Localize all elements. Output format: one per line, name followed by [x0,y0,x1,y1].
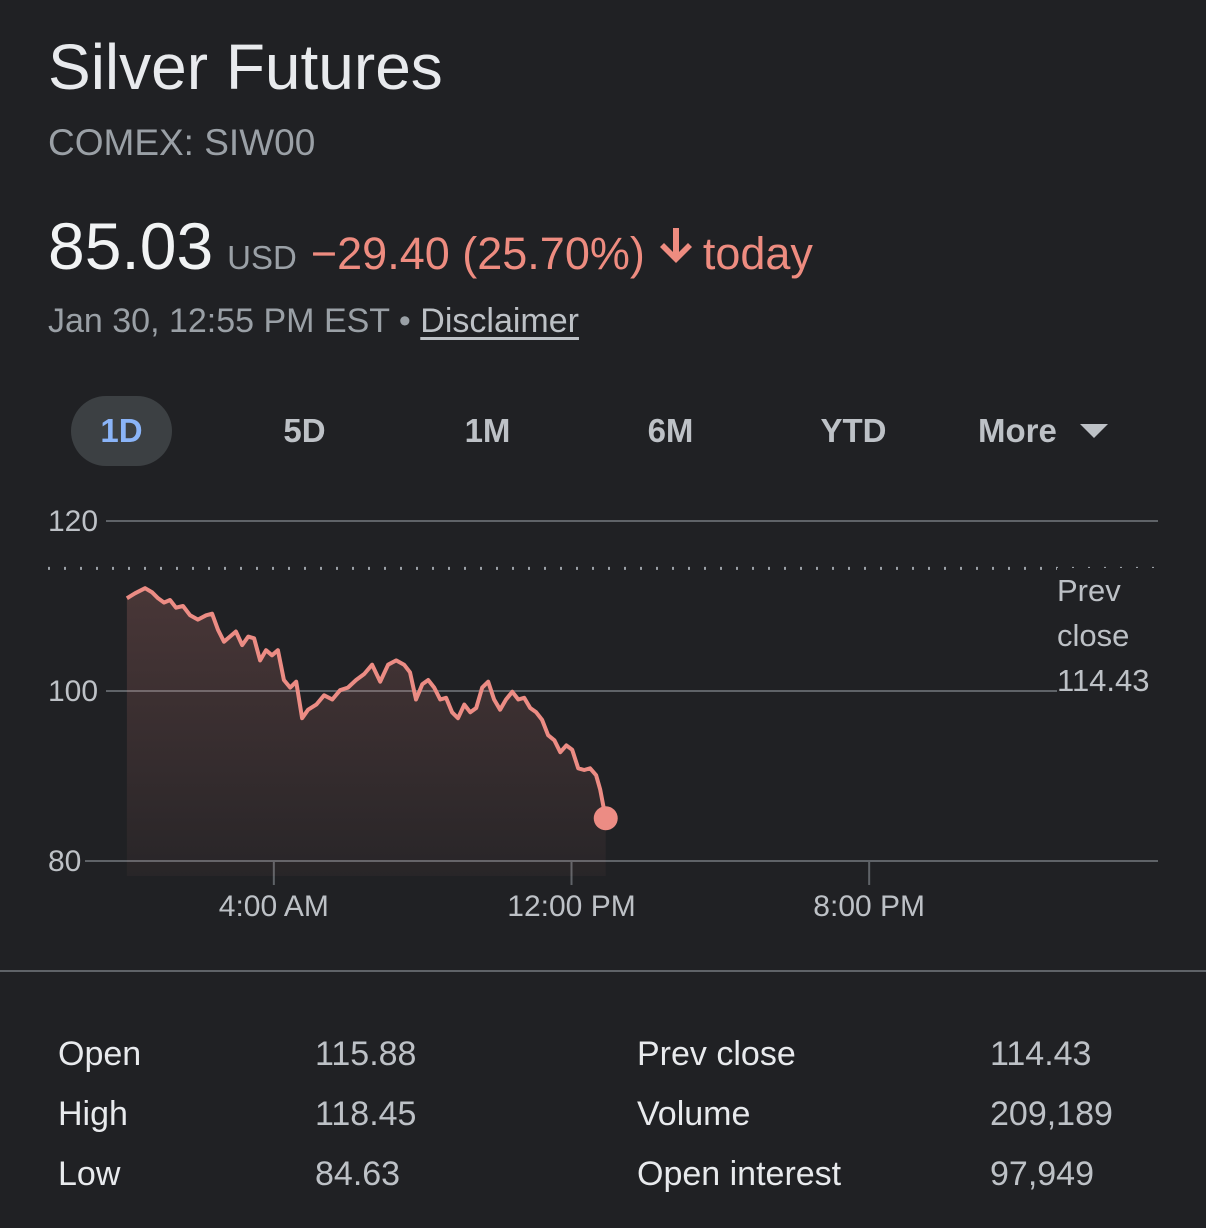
prev-close-annotation: Prev close 114.43 [1057,568,1167,703]
range-tabs: 1D 5D 1M 6M YTD More [0,396,1206,466]
stat-label: Prev close [637,1035,796,1073]
stat-value: 209,189 [990,1095,1113,1133]
range-tab[interactable]: 5D [283,412,326,449]
period: today [702,228,813,279]
stat-label: Low [58,1155,121,1193]
currency: USD [227,239,297,276]
title: Silver Futures [48,31,443,103]
y-tick-label: 80 [48,845,81,878]
range-tab[interactable]: YTD [820,412,887,449]
price-line [125,586,608,819]
prev-close-label: Prev close [1057,573,1130,653]
stat-value: 115.88 [315,1035,417,1073]
stat-label: High [58,1095,128,1133]
y-tick-label: 120 [48,505,98,538]
price: 85.03 [48,209,214,283]
ticker: COMEX: SIW00 [48,122,316,163]
range-tab[interactable]: 6M [647,412,694,449]
chart: 80 100 120 4:00 AM 12:00 PM 8:00 PM [48,505,1158,923]
divider [0,970,1206,972]
area [126,588,606,876]
range-tab[interactable]: 1M [464,412,511,449]
dropdown-icon [1080,424,1108,438]
timestamp: Jan 30, 12:55 PM EST [48,302,390,340]
y-tick-label: 100 [48,675,98,708]
range-tab[interactable]: 1D [71,396,172,466]
range-tab[interactable]: More [970,396,1128,466]
stat-value: 118.45 [315,1095,417,1133]
stat-label: Volume [637,1095,751,1133]
stat-label: Open interest [637,1155,842,1193]
x-tick-label: 8:00 PM [813,890,925,923]
last-price-dot [593,806,618,831]
separator: • [398,302,411,340]
x-tick-label: 12:00 PM [507,890,635,923]
stat-label: Open [58,1035,142,1073]
quote: 85.03 USD −29.40 (25.70%) today [48,208,813,284]
timestamp-row: Jan 30, 12:55 PM EST • Disclaimer [48,302,579,341]
change: −29.40 (25.70%) [310,228,645,279]
stat-value: 114.43 [990,1035,1092,1073]
disclaimer-link[interactable]: Disclaimer [420,302,579,340]
prev-close-value: 114.43 [1057,663,1150,698]
x-tick-label: 4:00 AM [219,890,329,923]
down-arrow-icon [659,228,692,263]
stat-value: 84.63 [315,1155,401,1193]
stat-value: 97,949 [990,1155,1094,1193]
